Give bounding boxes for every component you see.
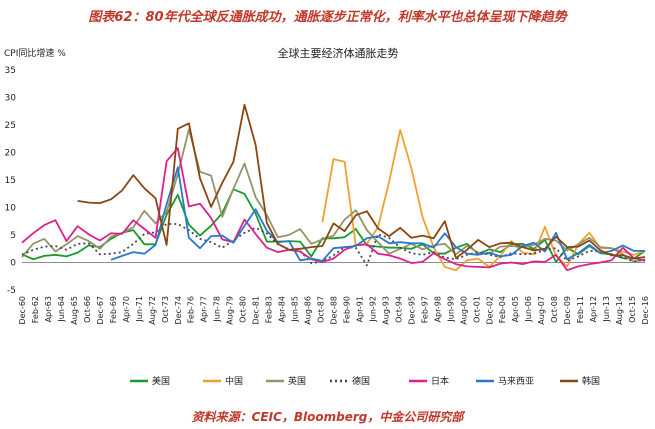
x-tick-label: Feb-11: [576, 296, 585, 323]
x-tick-label: Dec-02: [485, 296, 494, 325]
y-tick-label: 25: [5, 121, 16, 131]
y-tick-label: 35: [5, 66, 16, 76]
chart-title: 全球主要经济体通胀走势: [278, 46, 399, 60]
legend-label: 日本: [431, 375, 449, 387]
x-tick-label: Aug-79: [226, 296, 235, 325]
x-tick-label: Jun-13: [602, 296, 611, 323]
x-tick-label: Aug-07: [537, 296, 546, 325]
x-tick-label: Apr-98: [433, 296, 442, 322]
y-tick-label: 0: [10, 259, 16, 269]
y-tick-label: 10: [5, 204, 17, 214]
x-tick-label: Apr-77: [200, 296, 209, 322]
series-line: [21, 147, 646, 272]
figure-source: 资料来源：CEIC，Bloomberg，中金公司研究部: [191, 410, 464, 424]
x-tick-label: Dec-81: [252, 296, 261, 325]
x-tick-label: Apr-70: [122, 296, 131, 322]
legend-label: 中国: [225, 375, 243, 387]
y-tick-label: 5: [10, 231, 16, 241]
x-tick-label: Apr-84: [278, 296, 287, 322]
y-tick-label: 20: [5, 149, 17, 159]
x-tick-label: Aug-86: [304, 296, 313, 325]
x-tick-label: Aug-14: [615, 296, 624, 325]
legend-label: 韩国: [582, 375, 600, 387]
figure-title: 图表62：80年代全球反通胀成功，通胀逐步正常化，利率水平也总体呈现下降趋势: [88, 10, 567, 25]
x-tick-label: Feb-97: [420, 296, 429, 323]
series-line: [110, 166, 645, 262]
series-line: [21, 223, 646, 267]
y-tick-label: 30: [5, 94, 17, 104]
series-line: [21, 188, 646, 263]
legend-label: 马来西亚: [498, 376, 534, 387]
series-line: [77, 103, 646, 260]
x-tick-label: Jun-92: [368, 296, 377, 323]
x-tick-label: Dec-60: [18, 296, 27, 325]
y-axis-label: CPI同比增速 %: [4, 47, 66, 59]
x-tick-label: Aug-65: [70, 296, 79, 325]
x-tick-label: Jun-78: [213, 296, 222, 323]
x-tick-label: Jun-85: [291, 296, 300, 323]
legend-label: 德国: [352, 375, 370, 387]
x-tick-label: Dec-74: [174, 296, 183, 325]
x-tick-label: Oct-73: [161, 296, 170, 323]
legend-label: 英国: [288, 375, 306, 387]
x-tick-label: Jun-64: [57, 296, 66, 323]
y-tick-label: -5: [7, 286, 16, 296]
x-tick-label: Oct-15: [628, 296, 637, 323]
x-tick-label: Aug-00: [459, 296, 468, 325]
y-tick-label: 15: [5, 176, 16, 186]
x-tick-label: Dec-88: [330, 296, 339, 325]
x-tick-label: Oct-01: [472, 296, 481, 323]
x-tick-label: Dec-16: [641, 296, 650, 325]
legend-label: 美国: [152, 375, 170, 387]
x-tick-label: Feb-69: [109, 296, 118, 323]
x-tick-label: Apr-63: [44, 296, 53, 322]
x-tick-label: Apr-05: [511, 296, 520, 322]
x-tick-label: Dec-09: [563, 296, 572, 325]
x-tick-label: Aug-72: [148, 296, 157, 325]
x-tick-label: Feb-76: [187, 296, 196, 323]
series-line: [21, 128, 646, 263]
series-line: [321, 128, 646, 272]
x-tick-label: Oct-80: [239, 296, 248, 323]
x-tick-label: Jun-06: [524, 296, 533, 323]
x-tick-label: Feb-62: [31, 296, 40, 323]
x-tick-label: Oct-87: [317, 296, 326, 323]
x-tick-label: Feb-83: [265, 296, 274, 323]
x-tick-label: Apr-91: [355, 296, 364, 322]
x-tick-label: Oct-08: [550, 296, 559, 323]
x-tick-label: Jun-99: [446, 296, 455, 323]
x-tick-label: Jun-71: [135, 296, 144, 323]
x-tick-label: Feb-04: [498, 296, 507, 323]
x-tick-label: Oct-94: [394, 296, 403, 323]
x-tick-label: Dec-95: [407, 296, 416, 325]
x-tick-label: Apr-12: [589, 296, 598, 322]
x-tick-label: Dec-67: [96, 296, 105, 325]
x-tick-label: Oct-66: [83, 296, 92, 323]
x-tick-label: Aug-93: [381, 296, 390, 325]
x-tick-label: Feb-90: [342, 296, 351, 323]
